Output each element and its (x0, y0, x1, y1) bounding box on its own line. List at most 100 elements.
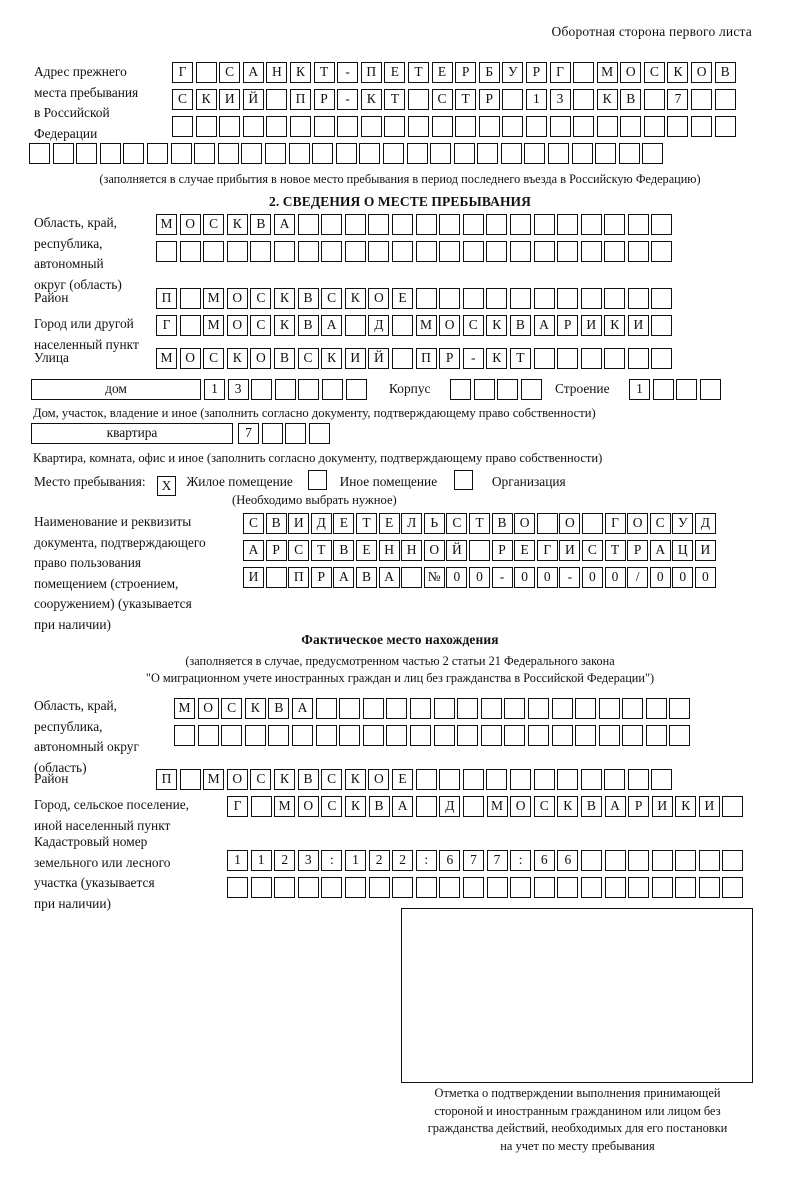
prev-address-r2-cell-3[interactable]: И (219, 89, 241, 110)
prev-address-r1-cell-7[interactable]: Т (313, 62, 335, 83)
korpus-cell-4[interactable] (520, 379, 542, 400)
region-r1-cell-2[interactable]: О (179, 214, 201, 235)
city-cell-18[interactable]: Р (557, 315, 579, 336)
city-cell-9[interactable] (344, 315, 366, 336)
prev-address-r1-cell-5[interactable]: Н (266, 62, 288, 83)
district-cell-6[interactable]: К (273, 288, 295, 309)
doc-r2-cell-4[interactable]: Т (310, 540, 332, 561)
actual-region-r2-cell-21[interactable] (645, 725, 667, 746)
doc-r2-cell-12[interactable]: Р (491, 540, 513, 561)
cadastral-r1-cell-11[interactable]: 7 (462, 850, 484, 871)
doc-r1-cell-17[interactable]: Г (604, 513, 626, 534)
prev-address-r3-cell-12[interactable] (431, 116, 453, 137)
street-cell-7[interactable]: С (297, 348, 319, 369)
actual-region-r2-cell-5[interactable] (268, 725, 290, 746)
prev-address-r3-cell-9[interactable] (360, 116, 382, 137)
region-r2-cell-13[interactable] (439, 241, 461, 262)
prev-address-r4-cell-9[interactable] (217, 143, 239, 164)
prev-address-r3-cell-17[interactable] (549, 116, 571, 137)
region-r2-cell-5[interactable] (250, 241, 272, 262)
actual-city-cell-14[interactable]: С (533, 796, 555, 817)
street-cell-4[interactable]: К (226, 348, 248, 369)
district-cell-10[interactable]: О (368, 288, 390, 309)
cadastral-r2-cell-19[interactable] (651, 877, 673, 898)
actual-district-cell-14[interactable] (462, 769, 484, 790)
city-cell-22[interactable] (651, 315, 673, 336)
doc-r2-cell-5[interactable]: В (333, 540, 355, 561)
cadastral-r1-cell-8[interactable]: 2 (392, 850, 414, 871)
city-cell-19[interactable]: И (580, 315, 602, 336)
actual-region-r2-cell-4[interactable] (244, 725, 266, 746)
doc-r2-cell-13[interactable]: Е (514, 540, 536, 561)
cadastral-r1-cell-15[interactable]: 6 (557, 850, 579, 871)
prev-address-r4-cell-22[interactable] (524, 143, 546, 164)
prev-address-r2-cell-9[interactable]: К (360, 89, 382, 110)
district-cell-21[interactable] (627, 288, 649, 309)
doc-r3-cell-5[interactable]: А (333, 567, 355, 588)
doc-r1-cell-20[interactable]: У (672, 513, 694, 534)
actual-region-r1-cell-14[interactable] (480, 698, 502, 719)
doc-r1-cell-4[interactable]: Д (310, 513, 332, 534)
city-cell-7[interactable]: В (297, 315, 319, 336)
doc-r1-cell-2[interactable]: В (265, 513, 287, 534)
region-r2-cell-21[interactable] (627, 241, 649, 262)
doc-r2-cell-19[interactable]: А (649, 540, 671, 561)
actual-city-cell-6[interactable]: К (344, 796, 366, 817)
prev-address-r4-cell-18[interactable] (430, 143, 452, 164)
district-cell-5[interactable]: С (250, 288, 272, 309)
prev-address-r1-cell-17[interactable]: Г (549, 62, 571, 83)
prev-address-r4-cell-12[interactable] (288, 143, 310, 164)
prev-address-r2-cell-11[interactable] (407, 89, 429, 110)
street-cell-2[interactable]: О (179, 348, 201, 369)
cadastral-r1-cell-9[interactable]: : (415, 850, 437, 871)
district-cell-18[interactable] (557, 288, 579, 309)
district-cell-15[interactable] (486, 288, 508, 309)
prev-address-r1-cell-11[interactable]: Т (407, 62, 429, 83)
district-cell-22[interactable] (651, 288, 673, 309)
region-r2-cell-1[interactable] (156, 241, 177, 262)
prev-address-r4-cell-27[interactable] (642, 143, 664, 164)
prev-address-r1-cell-3[interactable]: С (219, 62, 241, 83)
prev-address-r4-cell-24[interactable] (571, 143, 593, 164)
actual-district-cell-16[interactable] (509, 769, 531, 790)
actual-region-r1-cell-4[interactable]: К (244, 698, 266, 719)
actual-region-r2-cell-12[interactable] (433, 725, 455, 746)
actual-region-r2-cell-16[interactable] (527, 725, 549, 746)
prev-address-r3-cell-19[interactable] (596, 116, 618, 137)
doc-r3-cell-17[interactable]: 0 (604, 567, 626, 588)
doc-r1-cell-21[interactable]: Д (694, 513, 716, 534)
city-cell-10[interactable]: Д (368, 315, 390, 336)
actual-region-r1-cell-12[interactable] (433, 698, 455, 719)
actual-city-cell-7[interactable]: В (368, 796, 390, 817)
actual-city-cell-10[interactable]: Д (439, 796, 461, 817)
cadastral-row-2[interactable] (227, 877, 746, 898)
prev-address-r1-cell-16[interactable]: Р (525, 62, 547, 83)
cadastral-r1-cell-4[interactable]: 3 (297, 850, 319, 871)
prev-address-r4-cell-11[interactable] (264, 143, 286, 164)
flat-cell-4[interactable] (308, 423, 330, 444)
prev-address-r4-cell-16[interactable] (382, 143, 404, 164)
prev-address-r3-cell-16[interactable] (525, 116, 547, 137)
region-r2-cell-16[interactable] (509, 241, 531, 262)
prev-address-r2-cell-17[interactable]: 3 (549, 89, 571, 110)
doc-r3-cell-13[interactable]: 0 (514, 567, 536, 588)
region-r1-cell-13[interactable] (439, 214, 461, 235)
actual-district-cell-10[interactable]: О (368, 769, 390, 790)
district-cell-17[interactable] (533, 288, 555, 309)
doc-r2-cell-9[interactable]: О (423, 540, 445, 561)
prev-address-r2-cell-24[interactable] (714, 89, 736, 110)
checkbox-inoe[interactable] (308, 470, 328, 490)
confirmation-stamp-box[interactable] (401, 908, 753, 1083)
actual-region-r2-cell-2[interactable] (197, 725, 219, 746)
actual-district-cell-22[interactable] (651, 769, 673, 790)
prev-address-r2-cell-12[interactable]: С (431, 89, 453, 110)
actual-region-r1-cell-1[interactable]: М (174, 698, 195, 719)
prev-address-r4-cell-2[interactable] (52, 143, 74, 164)
region-r1-cell-7[interactable] (297, 214, 319, 235)
doc-row-3[interactable]: И П Р А В А № 0 0-0 0-0 0/0 0 0 (243, 567, 717, 588)
house-cell-2[interactable]: 3 (227, 379, 249, 400)
doc-r2-cell-6[interactable]: Е (355, 540, 377, 561)
